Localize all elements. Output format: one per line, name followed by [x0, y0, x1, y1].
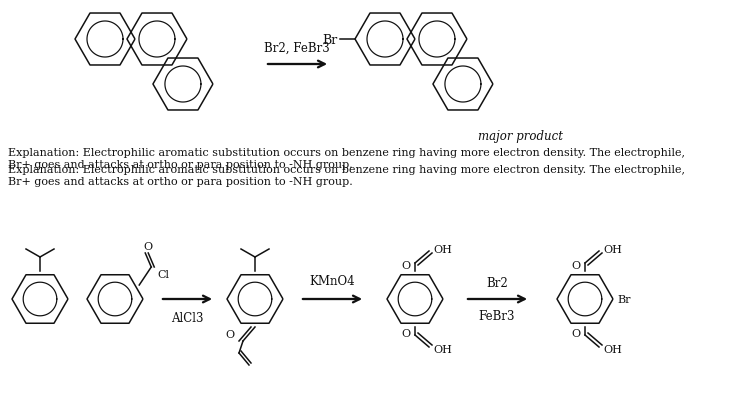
Text: Br+ goes and attacks at ortho or para position to -NH group.: Br+ goes and attacks at ortho or para po… [8, 177, 353, 187]
Text: OH: OH [603, 244, 622, 254]
Text: O: O [401, 260, 410, 271]
Text: Br+ goes and attacks at ortho or para position to -NH group.: Br+ goes and attacks at ortho or para po… [8, 159, 353, 170]
Text: major product: major product [477, 130, 562, 142]
Text: Br: Br [617, 294, 630, 304]
Text: Br: Br [323, 33, 338, 46]
Text: O: O [226, 329, 235, 339]
Text: O: O [401, 328, 410, 338]
Text: OH: OH [603, 344, 622, 354]
Text: Br2, FeBr3: Br2, FeBr3 [264, 42, 330, 55]
Text: Cl: Cl [157, 269, 169, 279]
Text: OH: OH [433, 344, 452, 354]
Text: O: O [571, 328, 580, 338]
Text: Br2: Br2 [486, 276, 508, 289]
Text: O: O [571, 260, 580, 271]
Text: Explanation: Electrophilic aromatic substitution occurs on benzene ring having m: Explanation: Electrophilic aromatic subs… [8, 147, 685, 158]
Text: Explanation: Electrophilic aromatic substitution occurs on benzene ring having m: Explanation: Electrophilic aromatic subs… [8, 165, 685, 175]
Text: O: O [144, 242, 153, 252]
Text: FeBr3: FeBr3 [479, 309, 515, 322]
Text: KMnO4: KMnO4 [309, 274, 354, 287]
Text: OH: OH [433, 244, 452, 254]
Text: AlCl3: AlCl3 [171, 311, 204, 324]
